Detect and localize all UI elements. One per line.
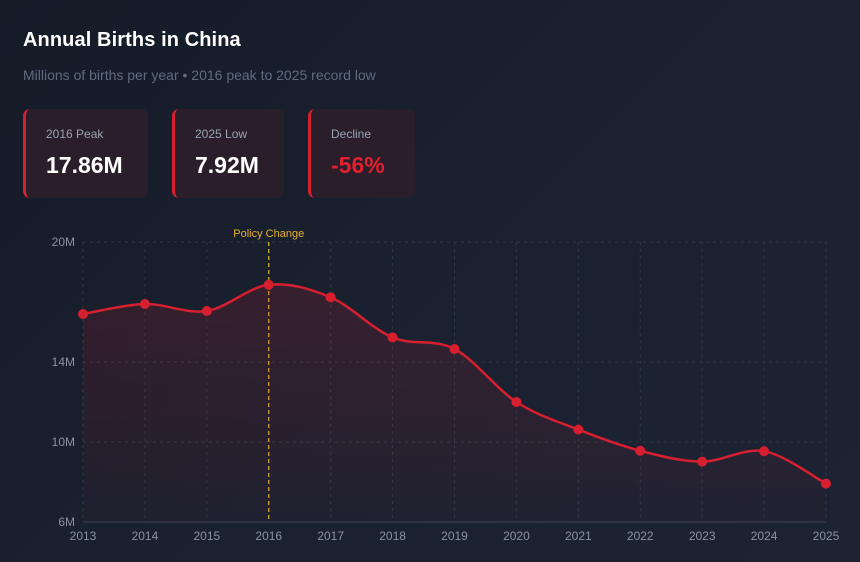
y-tick-label: 14M xyxy=(52,355,75,369)
data-point-2017 xyxy=(325,292,336,303)
x-tick-label: 2025 xyxy=(813,529,840,543)
stat-card-decline: Decline -56% xyxy=(308,109,415,198)
data-point-2013 xyxy=(78,309,88,319)
data-point-2019 xyxy=(449,344,460,354)
data-point-2020 xyxy=(511,397,522,407)
x-tick-label: 2020 xyxy=(503,529,530,543)
tick-layer: 2013 2014 2015 2016 2017 2018 2019 2020 2021 2022… xyxy=(52,235,840,543)
chart-title: Annual Births in China xyxy=(23,29,241,51)
stat-card-label: Decline xyxy=(331,127,372,141)
x-tick-label: 2017 xyxy=(317,529,344,543)
chart-subtitle: Millions of births per year • 2016 peak … xyxy=(23,67,376,83)
stat-card-label: 2025 Low xyxy=(195,127,248,141)
area-layer xyxy=(83,284,826,522)
stat-card-peak: 2016 Peak 17.86M xyxy=(23,109,148,198)
data-point-2023 xyxy=(697,456,708,467)
data-point-2015 xyxy=(201,306,212,316)
x-tick-label: 2022 xyxy=(627,529,654,543)
x-tick-label: 2016 xyxy=(255,529,282,543)
data-point-2022 xyxy=(635,445,646,456)
data-point-2014 xyxy=(139,299,150,309)
x-tick-label: 2023 xyxy=(689,529,716,543)
stat-card-label: 2016 Peak xyxy=(46,127,104,141)
data-point-2021 xyxy=(573,424,584,435)
annotation-label: Policy Change xyxy=(233,228,304,240)
stat-card-value: 7.92M xyxy=(195,152,259,178)
y-tick-label: 20M xyxy=(52,235,75,249)
data-point-2016 xyxy=(263,279,274,290)
x-tick-label: 2024 xyxy=(751,529,778,543)
x-tick-label: 2018 xyxy=(379,529,406,543)
area-fill xyxy=(83,284,826,522)
x-tick-label: 2021 xyxy=(565,529,592,543)
x-tick-label: 2019 xyxy=(441,529,468,543)
stat-card-value: -56% xyxy=(331,152,385,178)
data-point-2018 xyxy=(387,332,398,343)
stat-card-value: 17.86M xyxy=(46,152,123,178)
x-tick-label: 2014 xyxy=(132,529,159,543)
x-tick-label: 2013 xyxy=(70,529,97,543)
data-point-2025 xyxy=(821,478,831,489)
point-layer xyxy=(78,279,831,489)
y-tick-label: 10M xyxy=(52,435,75,449)
x-tick-label: 2015 xyxy=(193,529,220,543)
y-tick-label: 6M xyxy=(58,515,75,529)
stat-card-low: 2025 Low 7.92M xyxy=(172,109,284,198)
data-point-2024 xyxy=(759,446,770,457)
